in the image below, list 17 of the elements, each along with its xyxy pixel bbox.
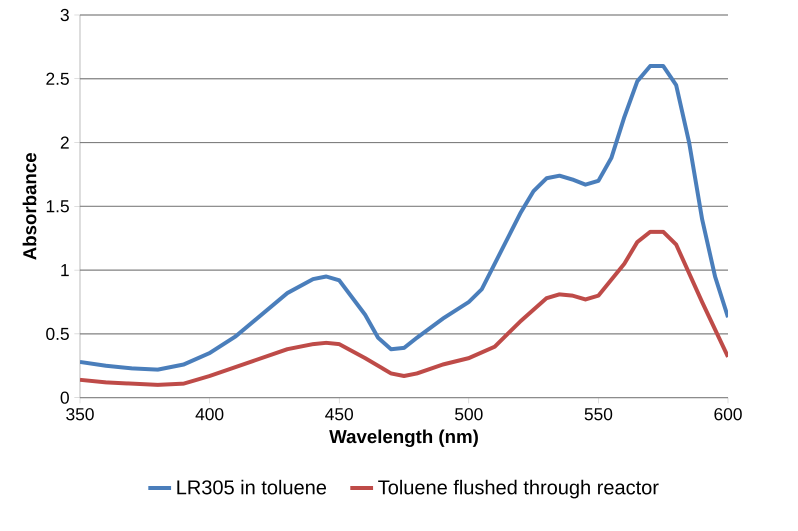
legend-label: LR305 in toluene bbox=[177, 480, 326, 494]
x-tick-label: 350 bbox=[66, 408, 94, 420]
y-tick-label: 0.5 bbox=[46, 328, 69, 340]
y-tick-label: 2 bbox=[60, 136, 69, 149]
y-tick-label: 2.5 bbox=[46, 72, 69, 85]
y-axis-title: Absorbance bbox=[22, 153, 36, 260]
x-tick-label: 450 bbox=[325, 408, 353, 420]
x-tick-label: 500 bbox=[455, 408, 483, 420]
legend-label: Toluene flushed through reactor bbox=[378, 480, 659, 498]
y-tick-label: 3 bbox=[60, 8, 69, 22]
x-tick-label: 400 bbox=[196, 408, 224, 420]
x-axis-title: Wavelength (nm) bbox=[329, 429, 478, 447]
y-tick-label: 0 bbox=[60, 392, 69, 404]
y-tick-label: 1 bbox=[61, 264, 69, 276]
y-tick-label: 1.5 bbox=[46, 200, 69, 212]
x-tick-label: 550 bbox=[584, 408, 612, 420]
x-tick-label: 600 bbox=[714, 408, 742, 420]
